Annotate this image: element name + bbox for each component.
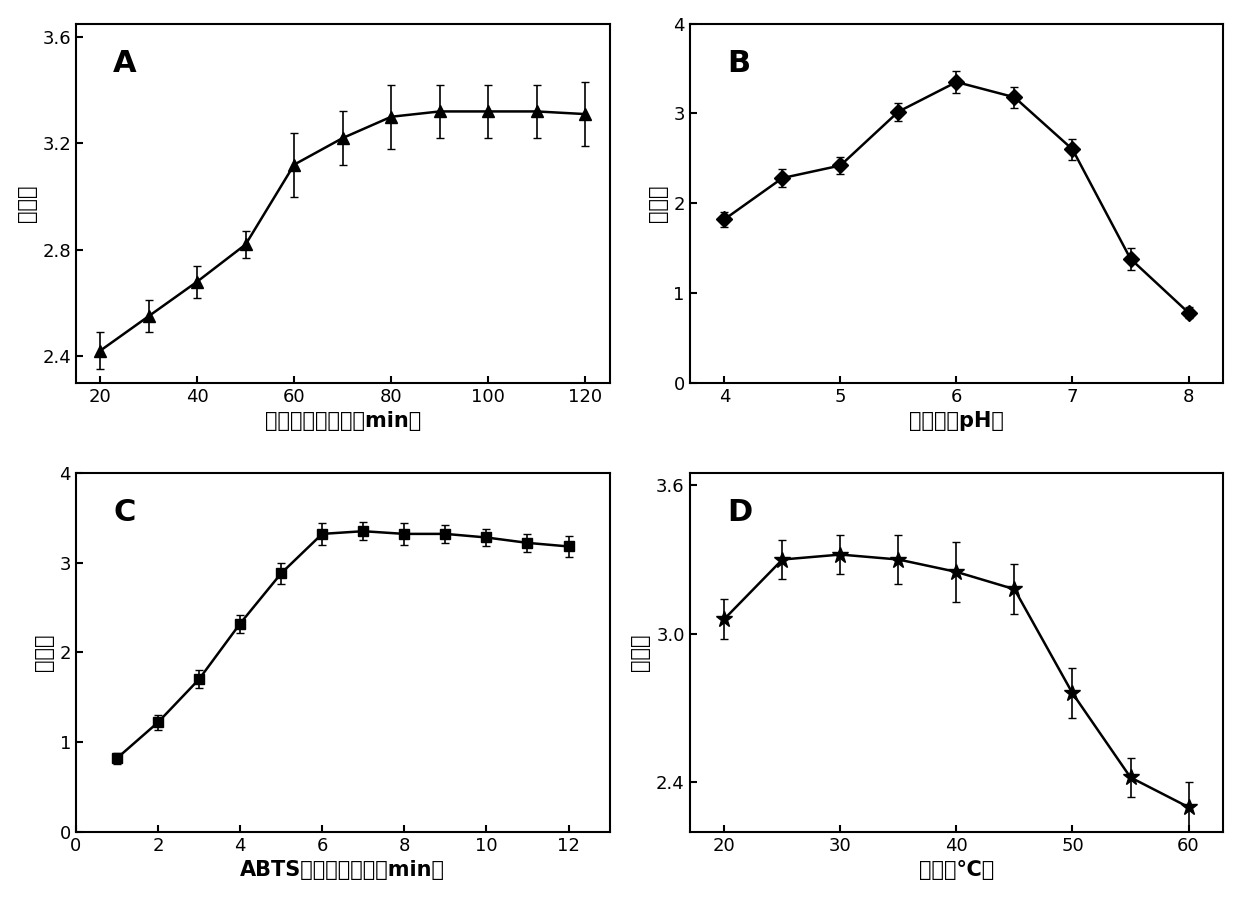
X-axis label: ABTS催化显色时间（min）: ABTS催化显色时间（min） — [241, 860, 445, 880]
Text: C: C — [113, 498, 135, 527]
Y-axis label: 吸光度: 吸光度 — [33, 633, 53, 671]
X-axis label: 测试溶液pH値: 测试溶液pH値 — [909, 411, 1004, 431]
Text: D: D — [727, 498, 753, 527]
Y-axis label: 吸光度: 吸光度 — [630, 633, 651, 671]
Text: B: B — [727, 48, 750, 78]
Y-axis label: 吸光度: 吸光度 — [647, 185, 667, 222]
X-axis label: 温度（℃）: 温度（℃） — [919, 860, 994, 880]
Text: A: A — [113, 48, 136, 78]
X-axis label: 杂交链反应时间（min）: 杂交链反应时间（min） — [264, 411, 420, 431]
Y-axis label: 吸光度: 吸光度 — [16, 185, 37, 222]
